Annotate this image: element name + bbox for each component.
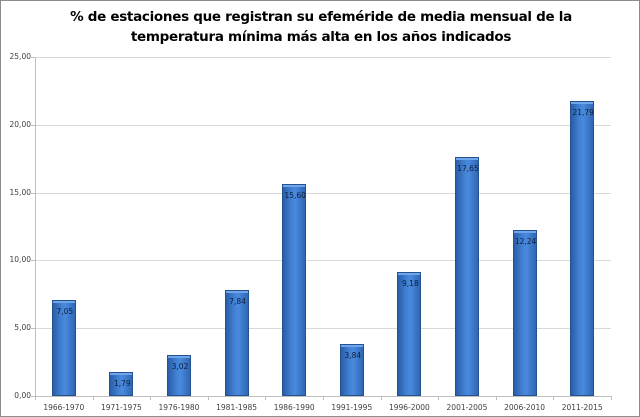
bar-1991-1995[interactable]: 3,84 bbox=[339, 343, 364, 396]
x-tick bbox=[380, 396, 382, 400]
y-tick bbox=[31, 124, 35, 126]
y-tick bbox=[31, 396, 35, 397]
x-tick bbox=[323, 396, 324, 400]
x-tick bbox=[265, 396, 267, 400]
bar-1996-2000[interactable]: 9,18 bbox=[397, 271, 422, 396]
bar-1976-1980[interactable]: 3,02 bbox=[167, 355, 191, 396]
gridline bbox=[35, 192, 611, 194]
x-tick-label: 1981-1985 bbox=[216, 403, 258, 412]
bar-1971-1975[interactable]: 1,79 bbox=[109, 371, 134, 396]
x-tick bbox=[35, 396, 36, 400]
bar-value-label: 17,65 bbox=[457, 163, 479, 173]
x-tick-label: 2006-2010 bbox=[504, 403, 546, 412]
x-tick bbox=[150, 396, 152, 400]
x-tick bbox=[207, 396, 209, 400]
x-tick-label: 1996-2000 bbox=[388, 403, 430, 412]
chart-title-line-2: temperatura mínima más alta en los años … bbox=[130, 29, 512, 45]
bar-2001-2005[interactable]: 17,65 bbox=[455, 156, 479, 396]
bar-value-label: 21,79 bbox=[572, 107, 594, 117]
x-tick-label: 1986-1990 bbox=[273, 403, 315, 412]
bar-1981-1985[interactable]: 7,84 bbox=[224, 289, 249, 396]
x-tick-label: 2011-2015 bbox=[561, 403, 603, 412]
y-tick bbox=[31, 192, 35, 194]
x-tick-label: 1971-1975 bbox=[100, 403, 142, 412]
y-tick-label: 20,00 bbox=[9, 119, 31, 129]
bar-value-label: 3,84 bbox=[344, 350, 362, 360]
bar-1966-1970[interactable]: 7,05 bbox=[51, 300, 76, 396]
y-tick bbox=[31, 57, 35, 58]
bar-2011-2015[interactable]: 21,79 bbox=[570, 100, 595, 396]
bar-value-label: 3,02 bbox=[171, 362, 189, 372]
bar-value-label: 1,79 bbox=[114, 378, 131, 388]
x-tick bbox=[92, 396, 94, 400]
x-tick bbox=[553, 396, 555, 400]
bar-value-label: 15,60 bbox=[284, 191, 306, 201]
bar-value-label: 9,18 bbox=[402, 278, 419, 288]
bar-2006-2010[interactable]: 12,24 bbox=[512, 230, 537, 396]
x-tick-label: 2001-2005 bbox=[446, 403, 488, 412]
x-tick bbox=[495, 396, 497, 400]
x-tick-label: 1991-1995 bbox=[331, 403, 373, 412]
bar-value-label: 7,05 bbox=[56, 307, 74, 317]
y-tick bbox=[31, 328, 35, 330]
gridline bbox=[35, 124, 611, 126]
y-tick-label: 15,00 bbox=[9, 187, 31, 197]
y-tick-label: 0,00 bbox=[14, 391, 31, 400]
x-tick bbox=[438, 396, 440, 400]
y-tick-label: 25,00 bbox=[9, 52, 31, 61]
gridline bbox=[35, 328, 611, 330]
gridline bbox=[35, 260, 611, 262]
chart-title-line-1: % de estaciones que registran su efeméri… bbox=[70, 9, 572, 25]
y-axis bbox=[35, 57, 36, 396]
x-tick-label: 1976-1980 bbox=[158, 403, 200, 412]
bar-1986-1990[interactable]: 15,60 bbox=[282, 184, 307, 396]
gridline bbox=[35, 57, 611, 58]
y-tick-label: 10,00 bbox=[9, 255, 31, 265]
x-tick-label: 1966-1970 bbox=[43, 403, 85, 412]
bar-value-label: 12,24 bbox=[514, 237, 537, 247]
y-tick-label: 5,00 bbox=[14, 323, 31, 333]
x-tick bbox=[611, 396, 612, 400]
bar-value-label: 7,84 bbox=[229, 296, 246, 306]
y-tick bbox=[31, 260, 35, 262]
chart-title: % de estaciones que registran su efeméri… bbox=[1, 7, 640, 47]
plot-area: 0,00 5,00 10,00 15,00 20,00 25,00 7,05 1966-197… bbox=[10, 52, 612, 412]
